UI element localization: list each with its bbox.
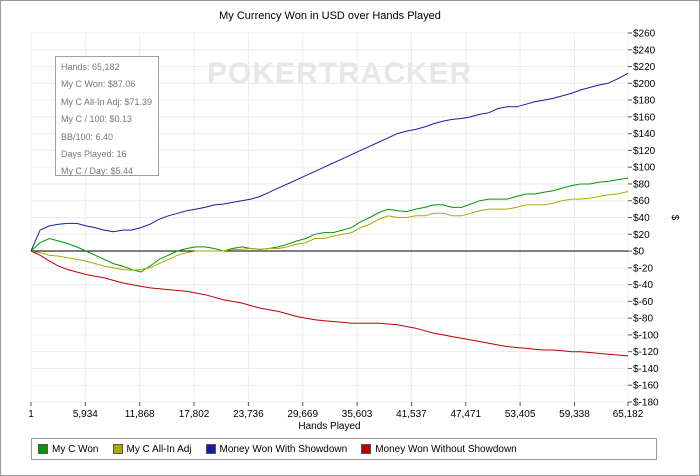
legend-item-all-in-adj: My C All-In Adj bbox=[112, 443, 192, 455]
y-tick-label: $60 bbox=[633, 196, 650, 207]
y-tick-label: $-40 bbox=[633, 280, 653, 291]
x-tick-label: 53,405 bbox=[505, 409, 536, 420]
y-tick-label: $-140 bbox=[633, 364, 659, 375]
y-tick-label: $0 bbox=[633, 247, 645, 258]
x-tick-label: 5,934 bbox=[73, 409, 98, 420]
x-tick-label: 29,669 bbox=[287, 409, 318, 420]
y-axis-label: $ bbox=[669, 215, 680, 221]
x-tick-label: 1 bbox=[28, 409, 34, 420]
x-tick-label: 59,338 bbox=[559, 409, 590, 420]
legend-swatch bbox=[361, 444, 372, 454]
chart-title: My Currency Won in USD over Hands Played bbox=[219, 10, 441, 22]
series-line-3 bbox=[30, 250, 629, 357]
y-tick-label: $-20 bbox=[633, 263, 653, 274]
x-tick-label: 17,802 bbox=[179, 409, 210, 420]
y-tick-label: $260 bbox=[633, 29, 656, 40]
stats-all-in-adj: My C All-In Adj: $71.39 bbox=[61, 96, 153, 107]
legend-item-non-showdown: Money Won Without Showdown bbox=[361, 444, 517, 455]
series-line-0 bbox=[30, 177, 629, 273]
stats-box: Hands: 65,182 My C Won: $87.06 My C All-… bbox=[55, 56, 159, 176]
x-tick-label: 35,603 bbox=[342, 409, 373, 420]
y-tick-label: $200 bbox=[633, 79, 656, 90]
y-tick-label: $120 bbox=[633, 146, 656, 157]
y-tick-label: $20 bbox=[633, 230, 650, 241]
x-axis-label: Hands Played bbox=[298, 421, 360, 432]
legend-item-showdown: Money Won With Showdown bbox=[205, 443, 348, 455]
series-line-1 bbox=[30, 191, 629, 271]
y-tick-label: $240 bbox=[633, 45, 656, 56]
x-tick-label: 41,537 bbox=[396, 409, 427, 420]
legend-label: Money Won Without Showdown bbox=[375, 443, 517, 455]
y-tick-label: $160 bbox=[633, 112, 656, 123]
legend-swatch bbox=[205, 444, 216, 454]
y-tick-label: $140 bbox=[633, 129, 656, 140]
y-tick-label: $-120 bbox=[633, 347, 659, 358]
x-tick-label: 11,868 bbox=[125, 409, 155, 420]
y-tick-label: $-100 bbox=[633, 330, 659, 341]
y-tick-label: $100 bbox=[633, 163, 656, 174]
chart-legend: My C Won My C All-In Adj Money Won With … bbox=[31, 438, 657, 460]
x-tick-label: 65,182 bbox=[613, 409, 644, 420]
y-tick-label: $40 bbox=[633, 213, 650, 224]
y-tick-label: $220 bbox=[633, 62, 656, 73]
legend-label: My C Won bbox=[52, 443, 99, 455]
stats-bb-100: BB/100: 6.40 bbox=[61, 131, 114, 142]
y-tick-label: $-80 bbox=[633, 314, 653, 325]
legend-swatch bbox=[38, 444, 48, 454]
series-line-2 bbox=[30, 72, 629, 252]
y-tick-label: $180 bbox=[633, 96, 656, 107]
y-tick-label: $-160 bbox=[633, 381, 659, 392]
watermark-logo: POKERTRACKER bbox=[207, 57, 473, 90]
stats-per-100: My C / 100: $0.13 bbox=[61, 114, 133, 125]
stats-days-played: Days Played: 16 bbox=[61, 149, 127, 160]
legend-item-my-c-won: My C Won bbox=[38, 444, 99, 455]
x-tick-label: 47,471 bbox=[450, 409, 481, 420]
legend-label: Money Won With Showdown bbox=[219, 443, 348, 455]
stats-hands: Hands: 65,182 bbox=[61, 62, 120, 72]
stats-my-c-won: My C Won: $87.06 bbox=[61, 79, 136, 90]
legend-label: My C All-In Adj bbox=[126, 443, 192, 455]
y-tick-label: $-180 bbox=[633, 398, 659, 409]
x-tick-label: 23,736 bbox=[233, 409, 264, 420]
y-tick-label: $80 bbox=[633, 179, 650, 190]
stats-per-day: My C / Day: $5.44 bbox=[61, 166, 134, 177]
legend-swatch bbox=[112, 444, 123, 454]
y-tick-label: $-60 bbox=[633, 297, 653, 308]
